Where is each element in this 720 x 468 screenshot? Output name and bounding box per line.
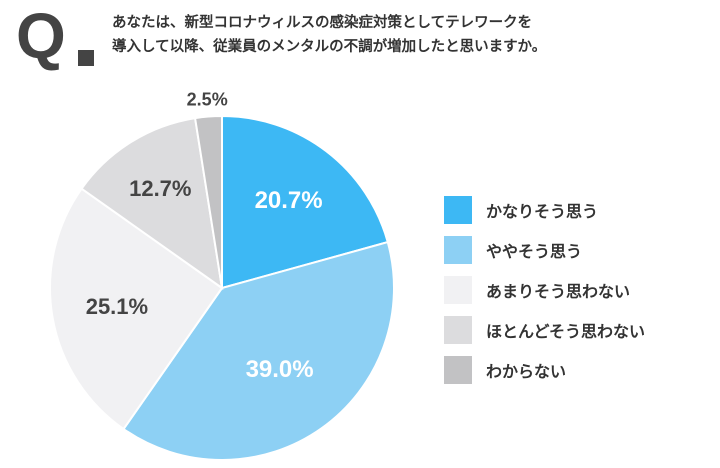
- q-mark: Q: [16, 0, 66, 72]
- pie-slice-5: [193, 114, 223, 289]
- legend-label-3: あまりそう思わない: [486, 282, 631, 301]
- pie-slice-3: [49, 187, 224, 431]
- legend-label-2: ややそう思う: [486, 242, 583, 261]
- legend-item-5: わからない: [444, 350, 645, 390]
- legend-swatch-3: [444, 276, 472, 304]
- legend-label-5: わからない: [486, 362, 567, 381]
- question-line-1: あなたは、新型コロナウィルスの感染症対策としてテレワークを: [112, 15, 533, 31]
- legend-item-2: ややそう思う: [444, 230, 645, 270]
- legend-swatch-1: [444, 196, 472, 224]
- pie-label-1: 20.7%: [255, 187, 323, 214]
- question-line-2: 導入して以降、従業員のメンタルの不調が増加したと思いますか。: [112, 39, 547, 55]
- pie-slice-1: [221, 114, 389, 290]
- pie-slice-4: [80, 116, 224, 291]
- pie-label-5: 2.5%: [187, 89, 228, 109]
- legend-item-4: ほとんどそう思わない: [444, 310, 645, 350]
- q-mark-dot: [78, 50, 94, 66]
- legend: かなりそう思う ややそう思う あまりそう思わない ほとんどそう思わない わからな…: [444, 190, 645, 390]
- legend-swatch-2: [444, 236, 472, 264]
- legend-swatch-4: [444, 316, 472, 344]
- legend-label-1: かなりそう思う: [486, 202, 599, 221]
- legend-item-1: かなりそう思う: [444, 190, 645, 230]
- legend-item-3: あまりそう思わない: [444, 270, 645, 310]
- question-text: あなたは、新型コロナウィルスの感染症対策としてテレワークを 導入して以降、従業員…: [112, 11, 712, 59]
- legend-label-4: ほとんどそう思わない: [486, 322, 646, 341]
- pie-label-2: 39.0%: [246, 356, 314, 383]
- pie-label-4: 12.7%: [129, 176, 191, 201]
- pie-slice-2: [122, 240, 395, 461]
- legend-swatch-5: [444, 356, 472, 384]
- pie-label-3: 25.1%: [86, 294, 148, 319]
